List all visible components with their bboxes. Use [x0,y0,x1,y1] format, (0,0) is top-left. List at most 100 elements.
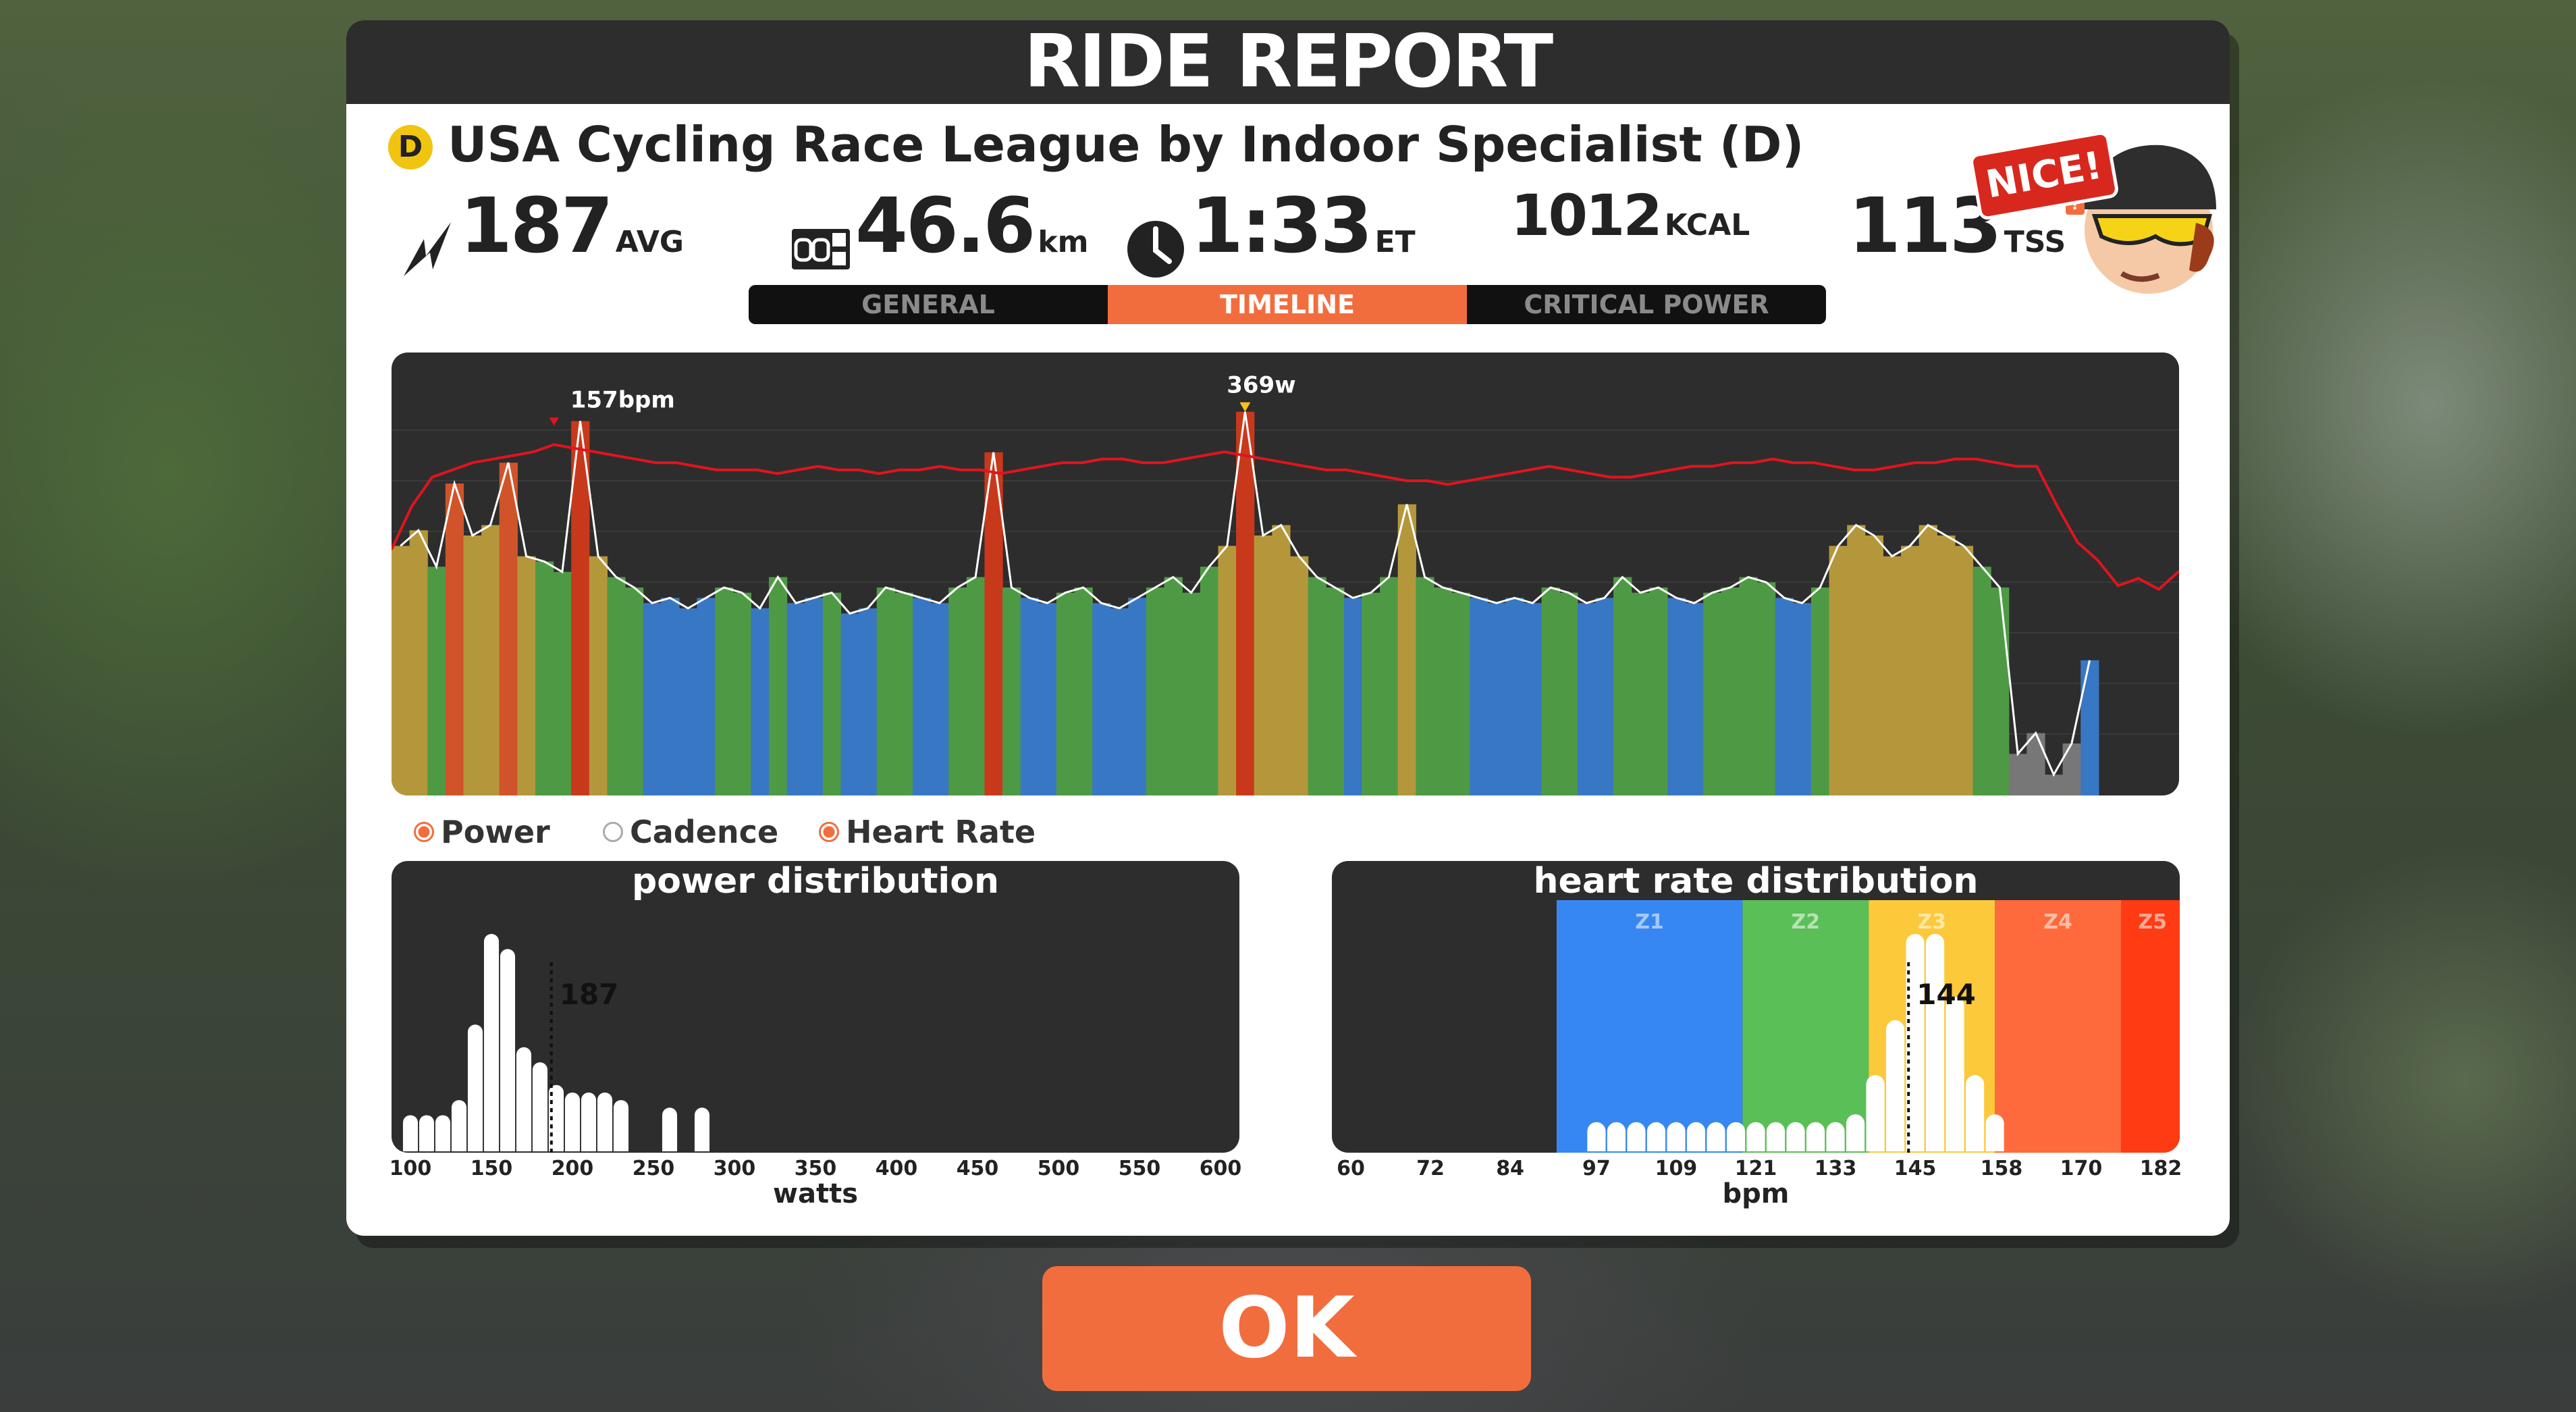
timeline-power-bar [1883,556,1902,795]
timeline-power-bar [697,598,716,795]
timeline-power-bar [1721,587,1740,795]
x-tick-label: 150 [470,1157,513,1180]
distribution-bar [451,1100,467,1151]
timeline-chart-svg: 157bpm 369w [392,372,2179,795]
x-tick-label: 250 [632,1157,675,1180]
timeline-power-bar [1559,592,1578,795]
timeline-power-bar [805,598,824,795]
heart-rate-distribution-xlabel: bpm [1722,1178,1790,1209]
timeline-power-bar [1470,598,1488,795]
heart-rate-distribution-ticks: 60 72 84 97 109 121 133 145 158 170 182 [1332,1157,2182,1184]
timeline-power-bar [751,608,770,795]
timeline-power-bar [1847,525,1866,795]
distribution-bar [1726,1122,1746,1151]
hr-annotation: 157bpm [570,386,675,413]
distribution-bar [1826,1122,1845,1151]
distribution-bar [581,1092,597,1151]
ok-button[interactable]: OK [1042,1266,1531,1391]
timeline-power-bar [1416,577,1434,795]
distribution-bar [662,1107,678,1151]
timeline-power-bar [409,530,428,795]
timeline-power-bar [1631,592,1650,795]
timeline-power-bar [392,546,410,795]
timeline-power-bar [1254,535,1272,795]
x-tick-label: 550 [1118,1157,1161,1180]
mascot-avatar: NICE! [1966,115,2230,304]
power-radio[interactable] [414,821,434,842]
distribution-bar [1866,1075,1885,1151]
tab-critical-power[interactable]: CRITICAL POWER [1524,290,1769,319]
timeline-power-bar [840,613,859,795]
mascot-face-icon [2085,145,2216,294]
x-tick-label: 145 [1894,1157,1937,1180]
stat-time-unit: ET [1374,225,1416,259]
timeline-power-bar [1829,546,1848,795]
hr-marker-icon [549,417,559,426]
x-tick-label: 109 [1655,1157,1698,1180]
heart-rate-distribution-chart: Z1 Z2 Z3 Z4 Z5 144 [1332,861,2180,1153]
distribution-bar [1646,1122,1666,1151]
hr-zone-band [1995,900,2121,1153]
timeline-power-bar [517,556,536,795]
stat-power: 187 AVG [400,182,685,276]
timeline-power-bar [876,587,895,795]
timeline-power-bar [1218,546,1237,795]
legend-cadence[interactable]: Cadence [603,814,778,852]
timeline-power-bar [481,525,500,795]
timeline-power-bar [2044,775,2064,795]
distribution-bar [1686,1122,1706,1151]
stat-time-value: 1:33 [1191,182,1373,270]
x-tick-label: 97 [1582,1157,1611,1180]
tab-general[interactable]: GENERAL [861,290,995,319]
stat-distance-value: 46.6 [855,182,1036,270]
timeline-power-bar [1864,535,1884,795]
timeline-power-bar [661,598,680,795]
timeline-power-bar [1649,587,1668,795]
stat-tss: 113 TSS? [1848,182,2085,270]
distribution-bar [402,1115,419,1151]
panel-header [346,20,2230,104]
tab-timeline[interactable]: TIMELINE [1108,285,1467,324]
timeline-power-bar [1991,587,2010,795]
distribution-bar [516,1047,532,1151]
stat-power-unit: AVG [615,225,685,259]
distribution-bar [597,1092,613,1151]
timeline-power-bar [643,603,662,795]
legend-heart-rate[interactable]: Heart Rate [819,814,1036,852]
distribution-bar [1766,1122,1786,1151]
hr-zone-label: Z2 [1791,910,1820,934]
distribution-bar [1587,1122,1606,1151]
cadence-radio[interactable] [603,821,623,842]
timeline-power-bar [1810,587,1830,795]
timeline-power-bar [1272,525,1291,795]
x-tick-label: 450 [956,1157,999,1180]
timeline-power-bar [1613,577,1632,795]
timeline-power-bar [1020,598,1039,795]
timeline-power-bar [948,587,967,795]
timeline-power-bar [1901,546,1920,795]
power-distribution-title: power distribution [632,861,999,901]
x-tick-label: 84 [1496,1157,1524,1180]
timeline-power-bar [859,608,878,795]
timeline-power-bar [607,577,626,795]
distribution-bar [1985,1114,2004,1151]
timeline-power-bar [966,577,986,795]
report-tabs: GENERAL TIMELINE CRITICAL POWER [749,285,1826,324]
heart-rate-radio[interactable] [819,821,839,842]
stat-distance-unit: km [1038,225,1089,259]
timeline-power-bar [625,587,644,795]
stat-power-value: 187 [460,182,614,270]
timeline-power-bar [1056,592,1075,795]
timeline-power-bar [1380,577,1399,795]
timeline-power-bar [930,603,949,795]
legend-heart-rate-label: Heart Rate [846,814,1036,850]
distribution-bar [1966,1075,1985,1151]
legend-power[interactable]: Power [414,814,550,852]
hr-zone-band [2120,900,2180,1153]
timeline-power-bar [715,587,734,795]
heart-rate-distribution-title: heart rate distribution [1533,861,1979,901]
distribution-bar [483,934,500,1151]
hr-zone-band [1556,900,1743,1153]
power-annotation: 369w [1227,372,1295,399]
legend-power-label: Power [441,814,550,850]
